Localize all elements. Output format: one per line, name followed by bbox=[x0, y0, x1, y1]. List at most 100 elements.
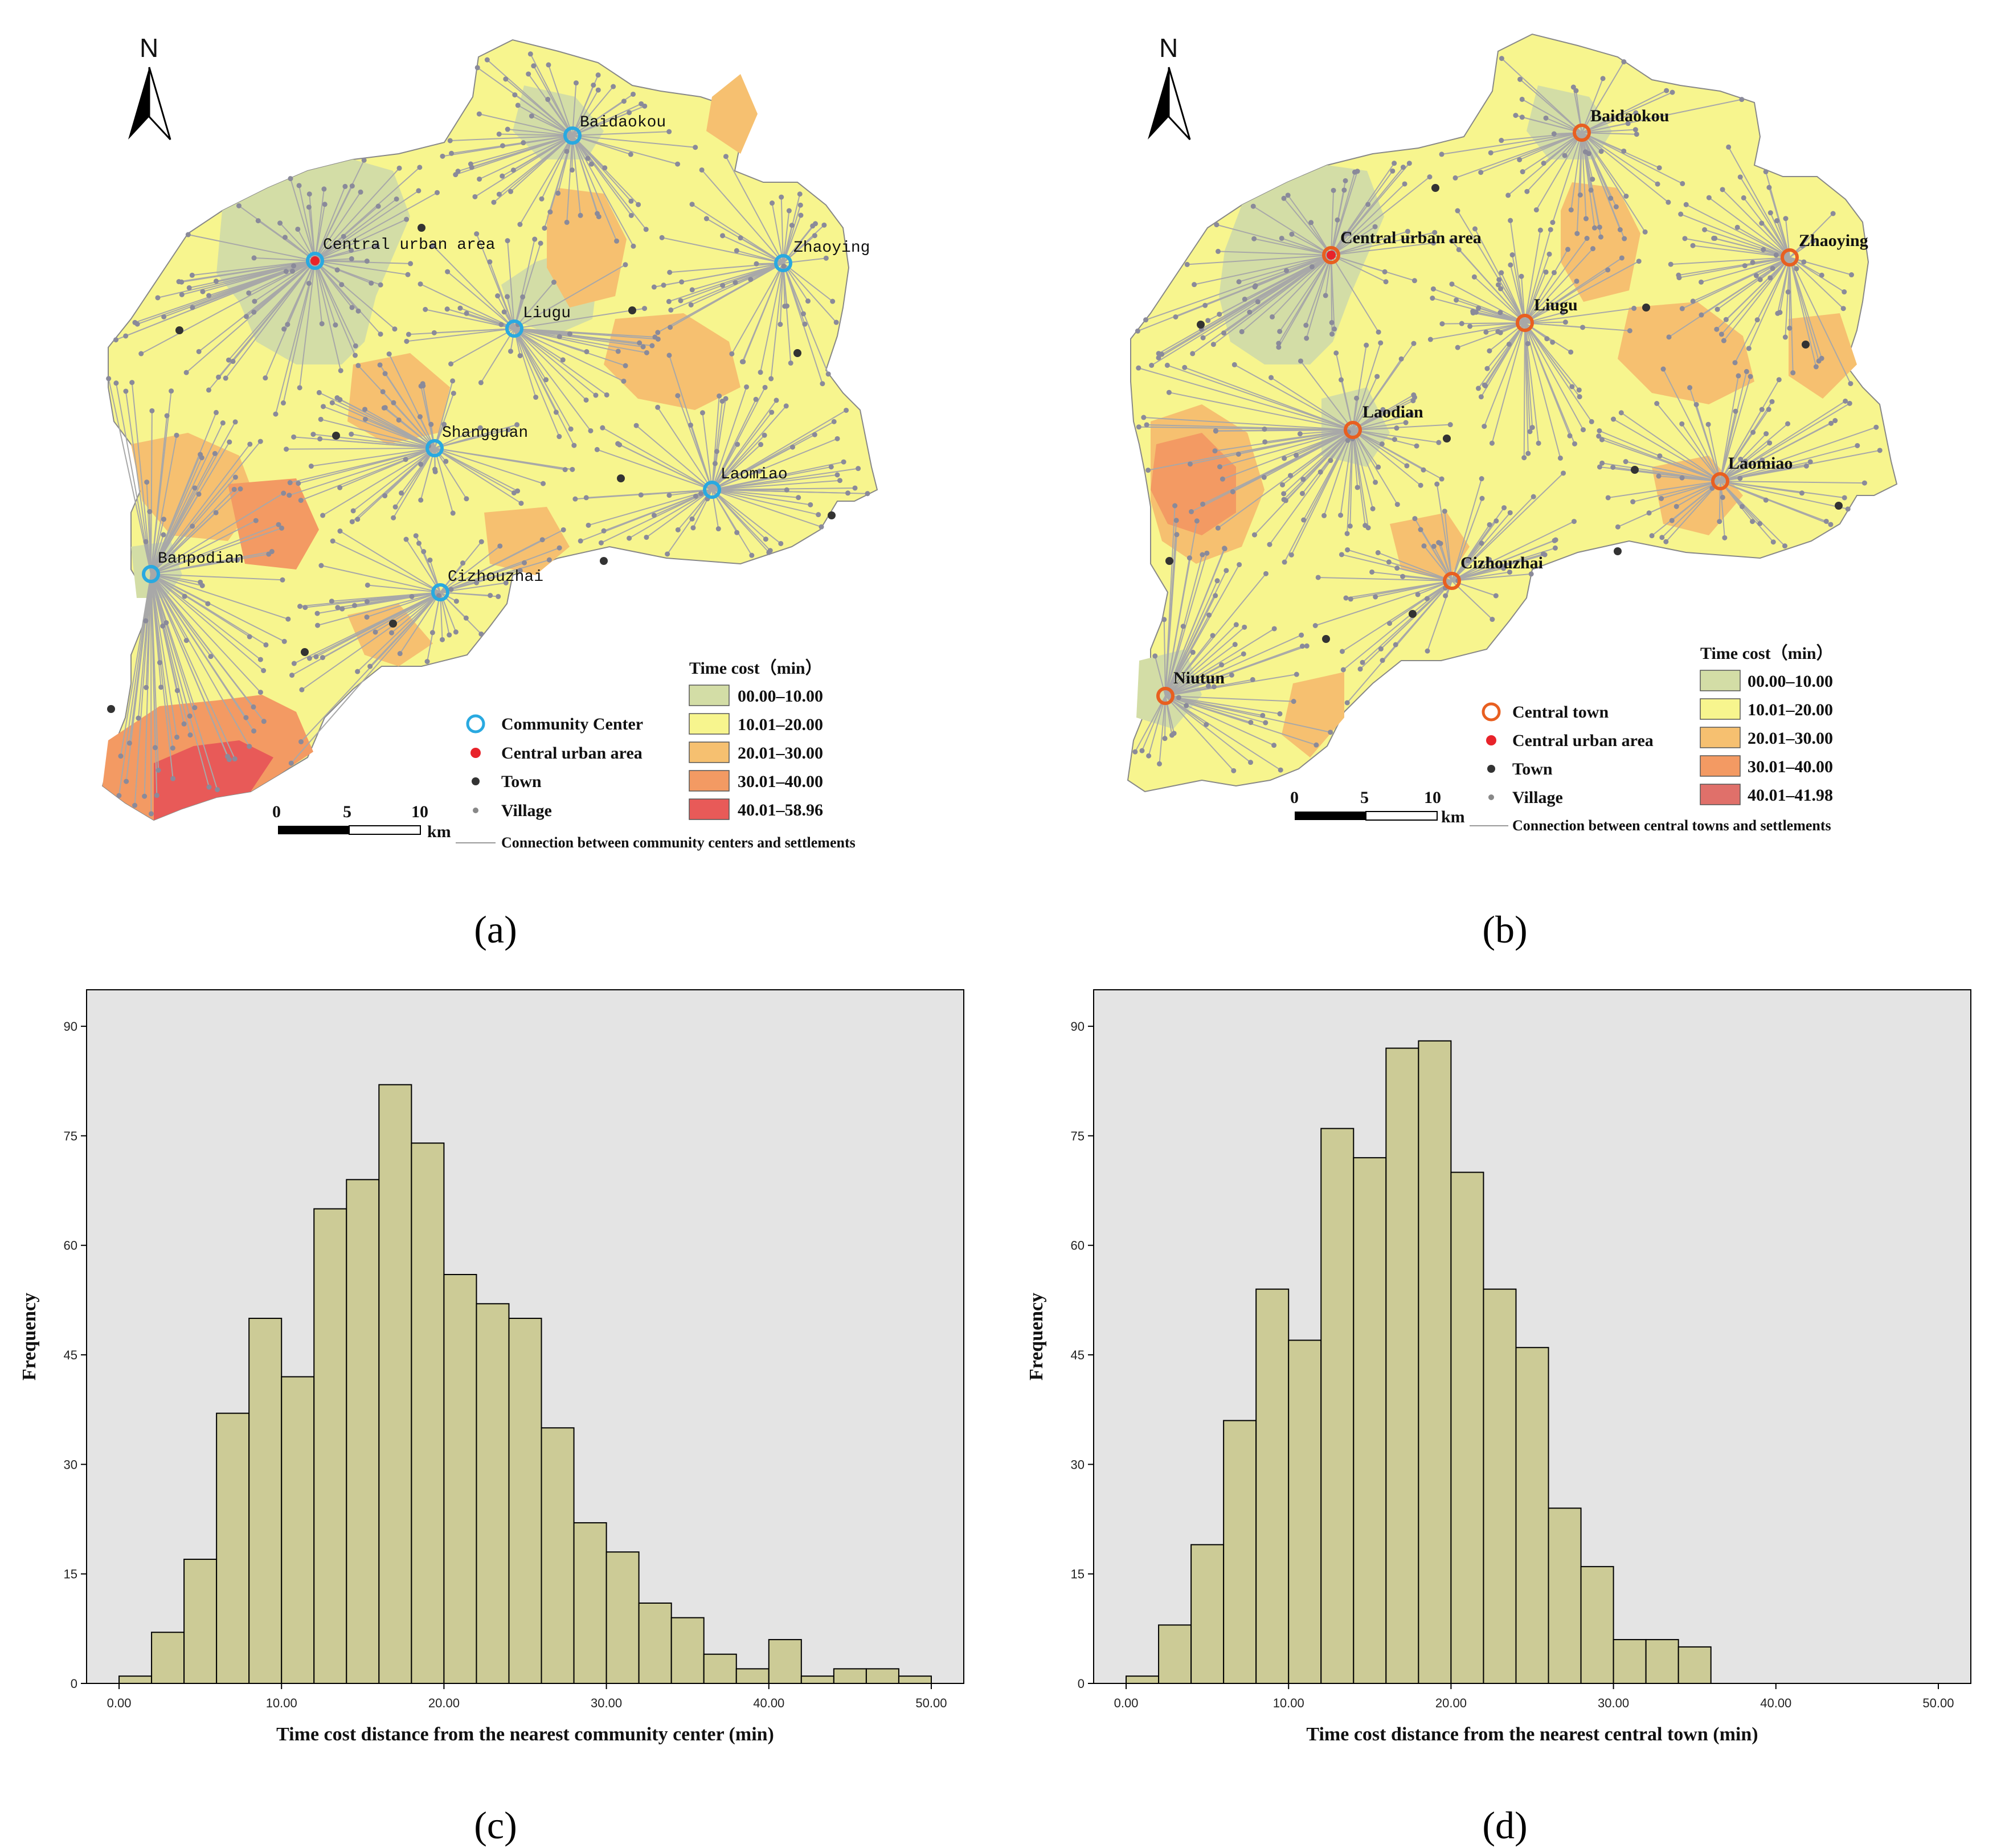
village-dot bbox=[364, 614, 370, 620]
village-dot bbox=[733, 280, 738, 285]
connection-line bbox=[150, 411, 153, 575]
village-dot bbox=[310, 432, 316, 437]
village-dot bbox=[453, 599, 459, 604]
village-dot bbox=[778, 540, 784, 546]
connection-line bbox=[298, 185, 316, 261]
village-dot bbox=[568, 426, 574, 432]
map-a-swatch-4 bbox=[689, 770, 730, 792]
connection-line bbox=[150, 391, 172, 575]
connection-line bbox=[1145, 255, 1332, 321]
village-dot bbox=[644, 350, 649, 355]
village-dot bbox=[474, 231, 480, 237]
map-b-town bbox=[1409, 610, 1417, 618]
connection-line bbox=[1143, 417, 1353, 431]
village-dot bbox=[1301, 517, 1307, 523]
connection-line bbox=[477, 67, 573, 136]
connection-line bbox=[1524, 260, 1639, 323]
village-dot bbox=[1737, 174, 1743, 180]
village-dot bbox=[1267, 542, 1272, 547]
connection-line bbox=[691, 203, 784, 264]
connection-line bbox=[1684, 237, 1790, 258]
map-a-town bbox=[828, 511, 836, 519]
connection-line bbox=[1305, 255, 1332, 326]
village-dot bbox=[349, 305, 355, 310]
connection-line bbox=[572, 135, 582, 216]
village-dot bbox=[856, 466, 861, 472]
village-dot bbox=[1598, 149, 1604, 154]
village-dot bbox=[246, 290, 252, 296]
village-dot bbox=[1281, 497, 1287, 502]
connection-line bbox=[150, 573, 255, 732]
village-dot bbox=[1498, 286, 1504, 292]
connection-line bbox=[1165, 580, 1218, 696]
village-dot bbox=[805, 298, 811, 304]
village-dot bbox=[831, 419, 837, 424]
village-dot bbox=[1580, 325, 1586, 330]
map-b-label-laomiao: Laomiao bbox=[1728, 454, 1793, 473]
village-dot bbox=[1567, 433, 1573, 439]
village-dot bbox=[1487, 522, 1492, 527]
village-dot bbox=[1759, 407, 1765, 412]
village-dot bbox=[1455, 345, 1460, 350]
connection-line bbox=[646, 489, 713, 538]
connection-line bbox=[150, 573, 178, 737]
village-dot bbox=[659, 235, 665, 240]
village-dot bbox=[1861, 480, 1867, 486]
village-dot bbox=[1173, 314, 1179, 319]
connection-line bbox=[1323, 429, 1353, 516]
connection-line bbox=[1300, 360, 1353, 431]
village-dot bbox=[469, 165, 474, 170]
x-tick-label: 0.00 bbox=[1114, 1696, 1139, 1710]
map-b-scale-10: 10 bbox=[1424, 788, 1441, 807]
village-dot bbox=[1715, 306, 1720, 312]
village-dot bbox=[1382, 269, 1388, 274]
village-dot bbox=[1608, 195, 1614, 201]
village-dot bbox=[1210, 633, 1216, 638]
village-dot bbox=[186, 285, 192, 290]
connection-line bbox=[1521, 99, 1582, 133]
connection-line bbox=[1279, 255, 1332, 332]
village-dot bbox=[762, 384, 768, 390]
village-dot bbox=[138, 351, 144, 357]
connection-line bbox=[1480, 132, 1582, 173]
connection-line bbox=[1451, 524, 1490, 581]
connection-line bbox=[1602, 439, 1721, 482]
village-dot bbox=[380, 389, 386, 395]
village-dot bbox=[436, 593, 441, 599]
village-dot bbox=[1773, 252, 1779, 258]
village-dot bbox=[1842, 495, 1847, 501]
village-dot bbox=[235, 557, 240, 563]
village-dot bbox=[1280, 482, 1286, 487]
connection-line bbox=[505, 79, 573, 136]
village-dot bbox=[276, 522, 281, 527]
map-a-legend-central-urban-area: Central urban area bbox=[501, 744, 643, 763]
map-b-legend: Time cost（min） 00.00–10.00 10.01–20.00 2… bbox=[1290, 644, 1834, 834]
village-dot bbox=[784, 487, 789, 493]
connection-line bbox=[1271, 255, 1332, 318]
connection-line bbox=[1720, 481, 1848, 510]
village-dot bbox=[170, 776, 176, 781]
village-dot bbox=[1676, 272, 1681, 278]
village-dot bbox=[1141, 415, 1147, 420]
village-dot bbox=[364, 599, 370, 604]
connection-line bbox=[420, 283, 515, 329]
village-dot bbox=[1346, 231, 1352, 236]
connection-line bbox=[1451, 521, 1574, 581]
connection-line bbox=[1552, 132, 1582, 223]
village-dot bbox=[1801, 259, 1807, 265]
village-dot bbox=[1452, 175, 1458, 181]
connection-line bbox=[1720, 403, 1850, 482]
village-dot bbox=[247, 744, 252, 749]
panel-label-a: (a) bbox=[474, 908, 517, 951]
connection-line bbox=[1352, 376, 1378, 431]
connection-line bbox=[314, 192, 437, 261]
village-dot bbox=[1611, 416, 1617, 422]
village-dot bbox=[1222, 546, 1227, 551]
village-dot bbox=[1790, 370, 1796, 376]
village-dot bbox=[1543, 115, 1549, 121]
connection-line bbox=[514, 328, 624, 382]
histogram-bar bbox=[313, 1208, 347, 1684]
connection-line bbox=[314, 167, 420, 261]
connection-line bbox=[150, 573, 283, 581]
connection-line bbox=[1217, 429, 1353, 529]
